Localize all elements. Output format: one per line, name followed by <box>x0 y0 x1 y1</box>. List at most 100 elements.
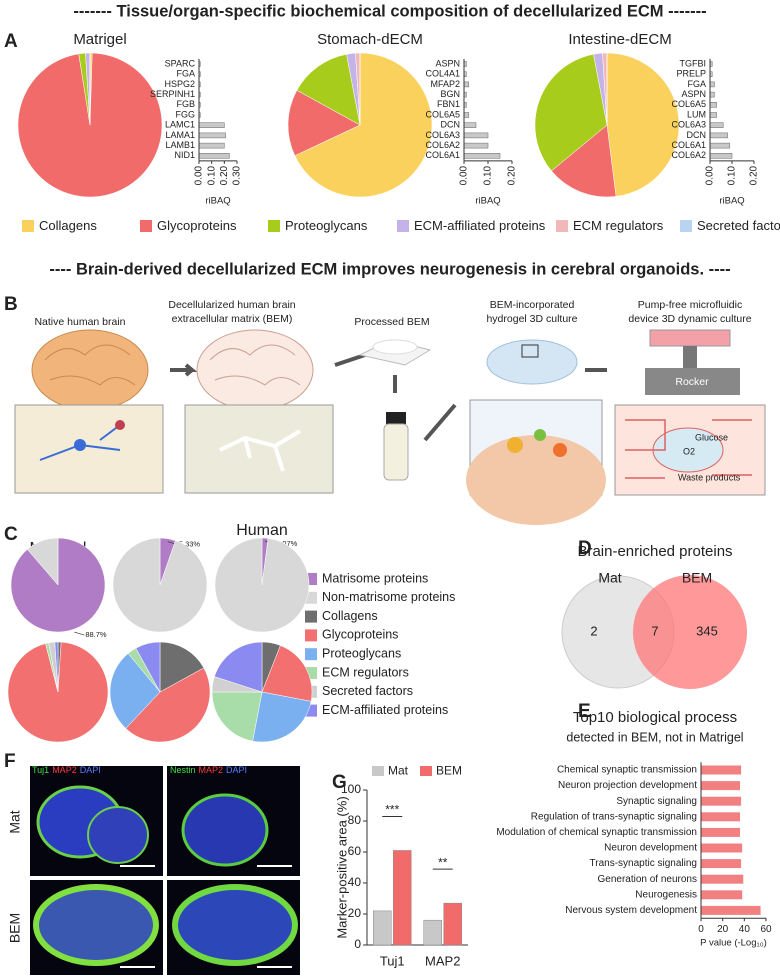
device-label: Rocker <box>675 376 709 388</box>
x-tick-label: 40 <box>739 924 751 935</box>
step-label: hydrogel 3D culture <box>486 313 577 325</box>
legend-label: Collagens <box>39 218 97 233</box>
step-label: Pump-free microfluidic <box>638 299 742 311</box>
legend-swatch <box>372 766 384 776</box>
category-label: COL6A3 <box>425 130 460 140</box>
bar <box>443 902 462 946</box>
category-label: COL6A5 <box>425 109 460 119</box>
x-tick-label: 0.20 <box>507 165 518 185</box>
category-label: LAMA1 <box>165 130 195 140</box>
bar <box>709 112 717 118</box>
x-tick-label: 0.00 <box>194 165 205 185</box>
pie-slice <box>296 53 361 126</box>
category-label: LAMC1 <box>165 120 195 130</box>
x-tick-label: MAP2 <box>425 953 460 968</box>
legend-label: Glycoproteins <box>322 628 398 642</box>
category-label: Synaptic signaling <box>616 796 697 807</box>
channel-label: Tuj1 MAP2 DAPI <box>32 765 101 775</box>
category-label: COL6A3 <box>671 120 706 130</box>
x-tick-label: 0.00 <box>705 165 716 185</box>
x-axis-label: P value (-Log₁₀) <box>700 938 767 949</box>
legend-label: BEM <box>436 764 462 778</box>
bar <box>463 132 489 139</box>
pie-slice <box>214 537 310 633</box>
venn-title: Brain-enriched proteins <box>577 543 732 560</box>
pie-slice <box>294 52 433 198</box>
category-label: Neurogenesis <box>635 889 697 900</box>
category-label: Neuron development <box>604 843 697 854</box>
legend-swatch <box>140 220 152 232</box>
category-label: TGFBI <box>680 58 707 68</box>
bar <box>463 81 470 88</box>
micrographs <box>30 766 300 975</box>
category-label: PRELP <box>676 69 706 79</box>
bar <box>373 910 392 946</box>
bar <box>198 153 230 159</box>
y-axis-label: Marker-positive area (%) <box>334 796 349 938</box>
category-label: HSPG2 <box>164 79 195 89</box>
legend-label: Collagens <box>322 609 378 623</box>
legend-swatch <box>22 220 34 232</box>
legend-swatch <box>420 766 432 776</box>
pie-slice <box>112 537 208 633</box>
legend-swatch <box>305 629 317 642</box>
bar <box>701 890 743 900</box>
x-axis-label: riBAQ <box>719 195 744 206</box>
waste-label: Waste products <box>678 472 741 482</box>
x-tick-label: 0.00 <box>459 165 470 185</box>
x-tick-label: 0 <box>698 924 704 935</box>
chart-title: Matrigel <box>73 31 126 48</box>
pie-slice <box>551 124 617 198</box>
y-tick-label: 80 <box>348 813 362 827</box>
bar <box>701 843 743 853</box>
panel-letter: B <box>4 294 18 315</box>
category-label: COL6A2 <box>425 140 460 150</box>
pie-slice <box>534 53 608 172</box>
category-label: BGN <box>440 89 460 99</box>
category-label: LUM <box>687 109 706 119</box>
channel-name: Tuj1 <box>32 765 49 775</box>
category-label: COL6A5 <box>671 99 706 109</box>
chart-title: Top10 biological process <box>573 709 737 726</box>
category-label: Neuron projection development <box>558 780 697 791</box>
category-label: SERPINH1 <box>150 89 195 99</box>
pie-slice <box>211 691 263 742</box>
x-axis-label: riBAQ <box>475 195 500 206</box>
legend-swatch <box>680 220 692 232</box>
pie-slice <box>54 641 59 693</box>
x-tick-label: 0.20 <box>749 165 760 185</box>
bar <box>463 142 489 149</box>
x-tick-label: 20 <box>717 924 729 935</box>
category-label: Nervous system development <box>565 905 697 916</box>
significance-label: *** <box>385 803 399 817</box>
category-label: FGG <box>176 109 196 119</box>
category-label: LAMB1 <box>165 140 195 150</box>
value-label: 5.33% <box>179 540 201 549</box>
panel-letter: F <box>4 751 16 772</box>
category-label: ASPN <box>435 58 460 68</box>
value-label: 2.07% <box>276 539 298 548</box>
legend-swatch <box>305 610 317 623</box>
x-axis-label: riBAQ <box>205 195 230 206</box>
y-tick-label: 0 <box>354 937 361 951</box>
chart-subtitle: detected in BEM, not in Matrigel <box>566 730 743 744</box>
step-label: extracellular matrix (BEM) <box>172 313 293 325</box>
venn-count: 2 <box>590 623 597 638</box>
bar <box>463 112 470 118</box>
legend-label: ECM-affiliated proteins <box>322 703 448 717</box>
legend-label: Glycoproteins <box>157 218 237 233</box>
bar <box>198 122 225 128</box>
pie-slice <box>27 537 59 586</box>
legend-label: Secreted factors <box>322 684 413 698</box>
category-label: MFAP2 <box>430 79 460 89</box>
channel-name: MAP2 <box>199 765 224 775</box>
venn-set: Mat <box>598 570 621 586</box>
legend-label: Matrisome proteins <box>322 571 428 585</box>
category-label: FBN1 <box>437 99 460 109</box>
section-header: ------- Tissue/organ-specific biochemica… <box>73 2 706 20</box>
bar <box>701 781 740 791</box>
bar <box>701 859 742 869</box>
y-tick-label: 40 <box>348 875 362 889</box>
oxygen-label: O2 <box>683 446 695 456</box>
label-leader <box>74 631 85 636</box>
